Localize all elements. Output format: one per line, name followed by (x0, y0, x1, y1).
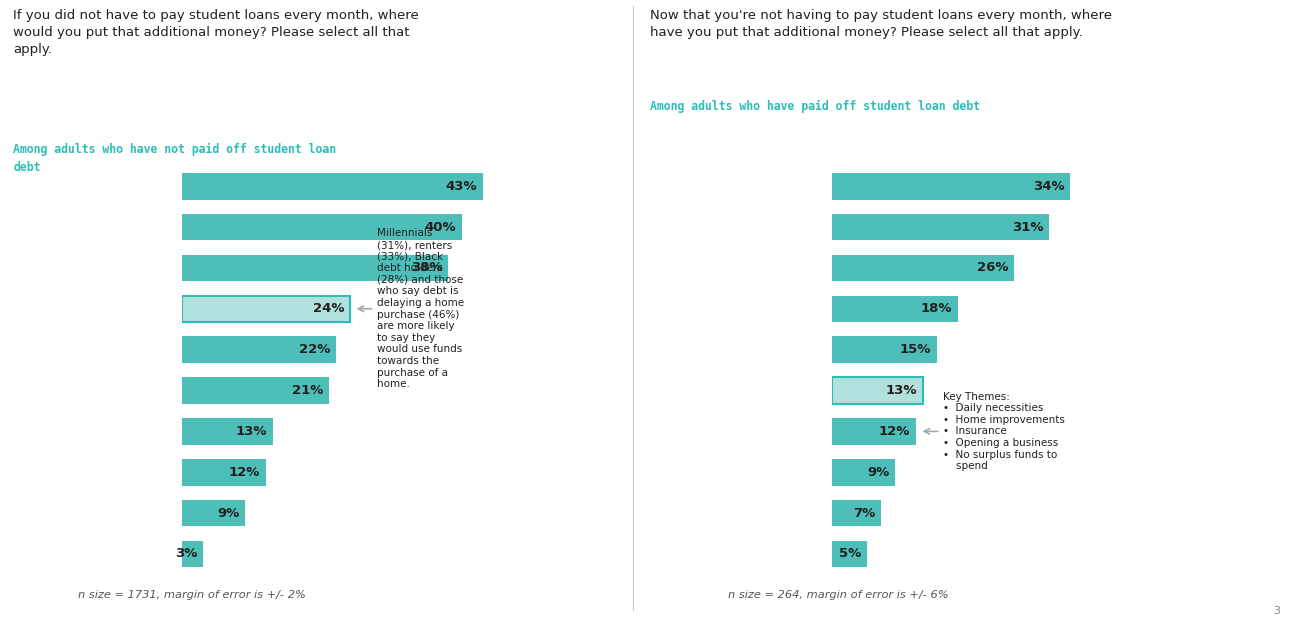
Bar (182, 459, 266, 486)
Bar (182, 377, 329, 404)
Bar (832, 459, 894, 486)
Bar (832, 541, 867, 567)
Bar (182, 254, 448, 281)
Bar (832, 173, 1070, 200)
Text: 43%: 43% (446, 180, 477, 193)
Bar (182, 500, 244, 526)
Text: 26%: 26% (976, 261, 1009, 274)
Bar (182, 541, 203, 567)
Text: Key Themes:
•  Daily necessities
•  Home improvements
•  Insurance
•  Opening a : Key Themes: • Daily necessities • Home i… (942, 392, 1065, 471)
Text: n size = 264, margin of error is +/- 6%: n size = 264, margin of error is +/- 6% (728, 590, 949, 600)
Text: 12%: 12% (229, 466, 260, 479)
Text: Among adults who have not paid off student loan
debt: Among adults who have not paid off stude… (13, 143, 337, 174)
Text: 31%: 31% (1011, 221, 1044, 234)
Bar (182, 295, 350, 322)
Bar (832, 337, 937, 363)
Text: 9%: 9% (867, 466, 889, 479)
Text: Among adults who have paid off student loan debt: Among adults who have paid off student l… (650, 100, 980, 113)
Text: 3%: 3% (176, 547, 198, 560)
Bar (832, 254, 1014, 281)
Text: Now that you're not having to pay student loans every month, where
have you put : Now that you're not having to pay studen… (650, 9, 1112, 39)
Bar (832, 500, 881, 526)
Text: If you did not have to pay student loans every month, where
would you put that a: If you did not have to pay student loans… (13, 9, 419, 57)
Bar (182, 214, 462, 240)
Text: 9%: 9% (217, 506, 239, 519)
Text: n size = 1731, margin of error is +/- 2%: n size = 1731, margin of error is +/- 2% (78, 590, 306, 600)
Text: 22%: 22% (299, 343, 330, 356)
Text: 7%: 7% (853, 506, 875, 519)
Text: 21%: 21% (292, 384, 324, 397)
Bar (832, 377, 923, 404)
Bar (182, 418, 273, 445)
Text: 12%: 12% (879, 425, 910, 438)
Text: 40%: 40% (425, 221, 456, 234)
Text: 13%: 13% (235, 425, 268, 438)
Bar (182, 337, 335, 363)
Text: 24%: 24% (313, 302, 345, 315)
Text: Millennials
(31%), renters
(33%), Black
debt holders
(28%) and those
who say deb: Millennials (31%), renters (33%), Black … (377, 228, 464, 389)
Text: 3: 3 (1274, 606, 1280, 616)
Text: 18%: 18% (920, 302, 953, 315)
Bar (832, 214, 1049, 240)
Text: 13%: 13% (885, 384, 918, 397)
Bar (832, 295, 958, 322)
Text: 15%: 15% (900, 343, 931, 356)
Text: 34%: 34% (1032, 180, 1065, 193)
Text: 38%: 38% (411, 261, 442, 274)
Bar (832, 418, 916, 445)
Bar (182, 173, 484, 200)
Text: 5%: 5% (840, 547, 862, 560)
